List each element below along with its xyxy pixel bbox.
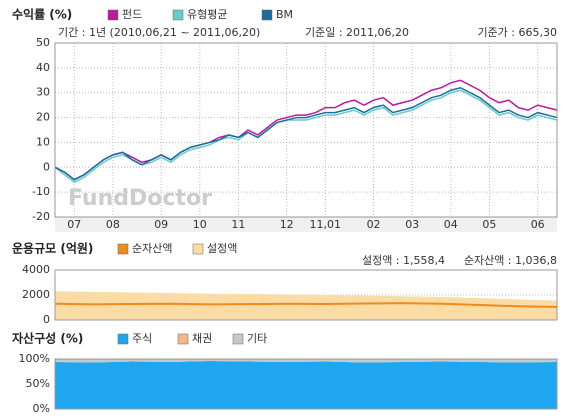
x-tick-label: 02	[367, 218, 381, 231]
x-tick-label: 08	[106, 218, 120, 231]
y-tick-label: 0	[43, 313, 50, 326]
y-tick-label: 40	[36, 61, 50, 74]
legend-label: 유형평균	[187, 8, 227, 21]
annotation: 순자산액 : 1,036,8	[464, 254, 557, 267]
x-tick-label: 11	[231, 218, 245, 231]
x-tick-label: 11,01	[310, 218, 342, 231]
legend-label: 펀드	[122, 8, 142, 21]
legend-label: 설정액	[207, 242, 237, 255]
y-tick-label: 4000	[22, 263, 50, 276]
x-axis-band	[55, 217, 557, 232]
legend-swatch	[172, 9, 184, 21]
x-tick-label: 10	[193, 218, 207, 231]
legend-swatch	[192, 243, 204, 255]
legend-swatch	[261, 9, 273, 21]
legend-label: 채권	[192, 332, 212, 345]
chart-title: 운용규모 (억원)	[12, 241, 93, 256]
legend-label: 주식	[132, 332, 152, 345]
watermark: FundDoctor	[68, 186, 212, 211]
plot-frame	[54, 269, 558, 321]
y-tick-label: 0%	[33, 402, 50, 415]
series-area	[55, 291, 557, 320]
series-area	[55, 361, 557, 409]
x-tick-label: 12	[280, 218, 294, 231]
legend-label: 기타	[247, 332, 267, 345]
legend-swatch	[107, 9, 119, 21]
plot-area	[55, 43, 557, 217]
y-tick-label: 20	[36, 111, 50, 124]
y-tick-label: 0	[43, 160, 50, 173]
annotation: 기준가 : 665,30	[477, 26, 557, 39]
annotation: 기준일 : 2011,06,20	[305, 25, 409, 39]
chart-title: 자산구성 (%)	[12, 331, 83, 346]
legend-swatch	[117, 243, 129, 255]
y-tick-label: 50%	[26, 377, 50, 390]
x-tick-label: 05	[482, 218, 496, 231]
plot-frame	[54, 42, 558, 218]
x-tick-label: 03	[405, 218, 419, 231]
x-tick-label: 09	[154, 218, 168, 231]
y-tick-label: -20	[32, 210, 50, 223]
y-tick-label: -10	[32, 185, 50, 198]
series-line	[54, 86, 558, 181]
x-tick-label: 06	[531, 218, 545, 231]
legend-label: BM	[276, 8, 293, 21]
annotation: 설정액 : 1,558,4	[362, 254, 445, 267]
series-area	[55, 359, 557, 363]
y-tick-label: 100%	[19, 352, 50, 365]
series-line	[54, 302, 558, 309]
chart-title: 수익률 (%)	[12, 8, 72, 22]
x-tick-label: 04	[444, 218, 458, 231]
y-tick-label: 50	[36, 36, 50, 49]
y-tick-label: 10	[36, 135, 50, 148]
legend-swatch	[117, 333, 129, 345]
legend-label: 순자산액	[132, 242, 172, 255]
legend-swatch	[177, 333, 189, 345]
y-tick-label: 2000	[22, 288, 50, 301]
plot-frame	[54, 358, 558, 410]
y-tick-label: 30	[36, 86, 50, 99]
x-tick-label: 07	[67, 218, 81, 231]
series-line	[54, 79, 558, 181]
annotation: 기간 : 1년 (2010,06,21 ~ 2011,06,20)	[58, 26, 260, 39]
legend-swatch	[232, 333, 244, 345]
